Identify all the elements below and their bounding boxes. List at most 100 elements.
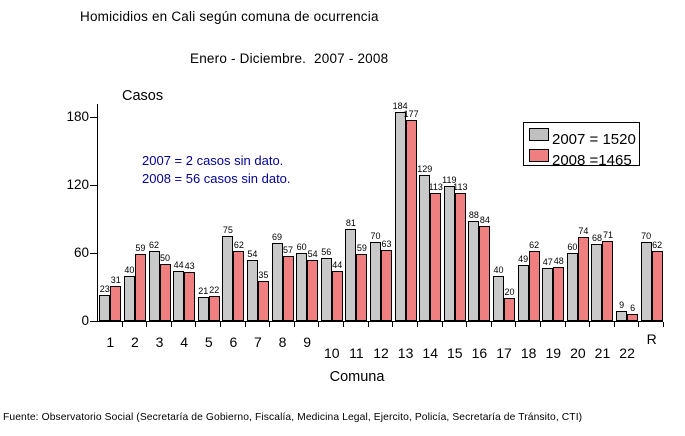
- x-axis-category-17: 17: [496, 345, 512, 361]
- bar-value-2008-comuna-22: 6: [630, 303, 636, 313]
- bar-2007-comuna-12: [369, 242, 381, 321]
- x-axis-category-16: 16: [471, 345, 488, 361]
- y-axis-tick-120: [90, 185, 98, 186]
- x-axis-tick-11: [367, 322, 369, 327]
- bar-2008-comuna-7: [257, 281, 269, 321]
- x-axis-category-1: 1: [106, 334, 115, 350]
- x-axis-category-7: 7: [254, 334, 262, 350]
- plot-area: 0 60 120 180 23 31 1 40 59 2 62 50 3 44 43 4 21 22 5 75 62 6 5…: [66, 101, 664, 361]
- x-axis-category-2: 2: [131, 334, 139, 350]
- x-axis-category-8: 8: [278, 334, 287, 350]
- x-axis-tick-22: [638, 322, 640, 327]
- x-axis-tick-17: [515, 322, 517, 327]
- chart-title: Homicidios en Cali según comuna de ocurr…: [80, 9, 379, 24]
- bar-value-2007-comuna-3: 62: [149, 240, 160, 250]
- bar-2008-comuna-12: [380, 250, 392, 321]
- bar-value-2007-comuna-21: 68: [591, 233, 602, 243]
- x-axis-tick-18: [539, 322, 541, 327]
- x-axis-category-10: 10: [323, 345, 340, 361]
- bar-2007-comuna-19: [542, 268, 554, 321]
- x-axis-tick-9: [318, 322, 320, 327]
- bar-value-2008-comuna-3: 50: [160, 253, 171, 263]
- y-axis-tick-label-60: 60: [73, 245, 89, 260]
- bar-value-2008-comuna-16: 84: [479, 215, 490, 225]
- bar-2008-comuna-13: [405, 120, 417, 321]
- bar-value-2008-comuna-15: 113: [453, 182, 468, 192]
- bar-2007-comuna-22: [616, 311, 628, 321]
- x-axis-category-19: 19: [545, 345, 562, 361]
- bar-2007-comuna-16: [468, 221, 480, 321]
- bar-2007-comuna-14: [419, 175, 431, 321]
- bar-value-2008-comuna-20: 74: [578, 226, 589, 236]
- y-axis-tick-180: [90, 117, 98, 118]
- legend: 2007 = 1520 2008 =1465: [523, 122, 640, 169]
- bar-value-2008-comuna-1: 31: [110, 275, 121, 285]
- x-axis-tick-4: [195, 322, 197, 327]
- bar-value-2007-comuna-2: 40: [124, 265, 135, 275]
- bar-2007-comuna-20: [566, 253, 578, 321]
- bar-2007-comuna-21: [591, 244, 603, 321]
- x-axis-tick-R: [663, 322, 664, 327]
- bar-2008-comuna-21: [602, 241, 614, 321]
- bar-2008-comuna-20: [577, 237, 589, 321]
- bar-value-2007-comuna-6: 75: [222, 225, 233, 235]
- chart-subtitle: Enero - Diciembre. 2007 - 2008: [190, 51, 389, 66]
- bar-value-2007-comuna-1: 23: [99, 284, 110, 294]
- x-axis-category-14: 14: [422, 345, 438, 361]
- y-axis-tick-label-0: 0: [81, 313, 89, 328]
- bar-value-2008-comuna-11: 59: [356, 243, 367, 253]
- bar-value-2008-comuna-19: 48: [553, 256, 564, 266]
- legend-label-2008: 2008 =1465: [552, 152, 632, 169]
- x-axis-tick-21: [613, 322, 615, 327]
- bar-value-2008-comuna-13: 177: [403, 109, 419, 119]
- bar-value-2007-comuna-10: 56: [321, 247, 332, 257]
- y-axis-tick-label-120: 120: [66, 177, 89, 192]
- bar-2007-comuna-17: [493, 276, 505, 321]
- bar-2007-comuna-3: [148, 251, 160, 321]
- bar-value-2007-comuna-12: 70: [370, 231, 381, 241]
- bar-2007-comuna-11: [345, 229, 357, 321]
- bar-value-2007-comuna-17: 40: [493, 265, 504, 275]
- bar-value-2008-comuna-21: 71: [602, 230, 613, 240]
- missing-data-note-line1: 2007 = 2 casos sin dato.: [142, 153, 284, 168]
- bar-2007-comuna-5: [197, 297, 209, 321]
- x-axis-category-22: 22: [619, 345, 635, 361]
- bar-2008-comuna-6: [233, 251, 245, 321]
- bar-2008-comuna-16: [479, 226, 491, 321]
- bar-2008-comuna-19: [553, 267, 565, 321]
- x-axis-tick-16: [490, 322, 492, 327]
- x-axis-category-12: 12: [373, 345, 389, 361]
- x-axis-tick-20: [589, 322, 591, 327]
- x-axis-tick-6: [244, 322, 246, 327]
- bar-value-2007-comuna-9: 60: [296, 242, 307, 252]
- bar-2008-comuna-3: [159, 264, 171, 321]
- bar-value-2008-comuna-4: 43: [184, 261, 195, 271]
- missing-data-note: 2007 = 2 casos sin dato. 2008 = 56 casos…: [142, 152, 291, 188]
- bar-value-2007-comuna-19: 47: [542, 257, 553, 267]
- source-note: Fuente: Observatorio Social (Secretaría …: [3, 412, 583, 423]
- bar-2007-comuna-6: [222, 236, 234, 321]
- x-axis-category-R: R: [646, 331, 657, 347]
- x-axis-tick-2: [146, 322, 148, 327]
- bar-value-2007-comuna-11: 81: [345, 218, 356, 228]
- bar-2008-comuna-9: [307, 260, 319, 321]
- bar-value-2008-comuna-9: 54: [307, 249, 318, 259]
- bar-value-2007-comuna-R: 70: [641, 231, 652, 241]
- bar-2007-comuna-1: [99, 295, 111, 321]
- bar-2007-comuna-4: [173, 271, 185, 321]
- bar-2008-comuna-10: [331, 271, 343, 321]
- bar-2007-comuna-13: [394, 112, 406, 321]
- legend-label-2007: 2007 = 1520: [552, 131, 636, 148]
- x-axis-category-15: 15: [447, 345, 463, 361]
- legend-swatch-2007: [529, 128, 549, 141]
- bar-2007-comuna-10: [320, 258, 332, 321]
- bar-value-2007-comuna-15: 119: [442, 175, 457, 185]
- x-axis-tick-10: [343, 322, 345, 327]
- bar-value-2008-comuna-10: 44: [332, 260, 343, 270]
- x-axis-category-21: 21: [594, 345, 611, 361]
- x-axis-title: Comuna: [329, 369, 385, 385]
- bar-2008-comuna-4: [184, 272, 196, 321]
- bar-2007-comuna-9: [296, 253, 308, 321]
- x-axis-tick-8: [293, 322, 295, 327]
- bar-value-2007-comuna-13: 184: [392, 101, 408, 111]
